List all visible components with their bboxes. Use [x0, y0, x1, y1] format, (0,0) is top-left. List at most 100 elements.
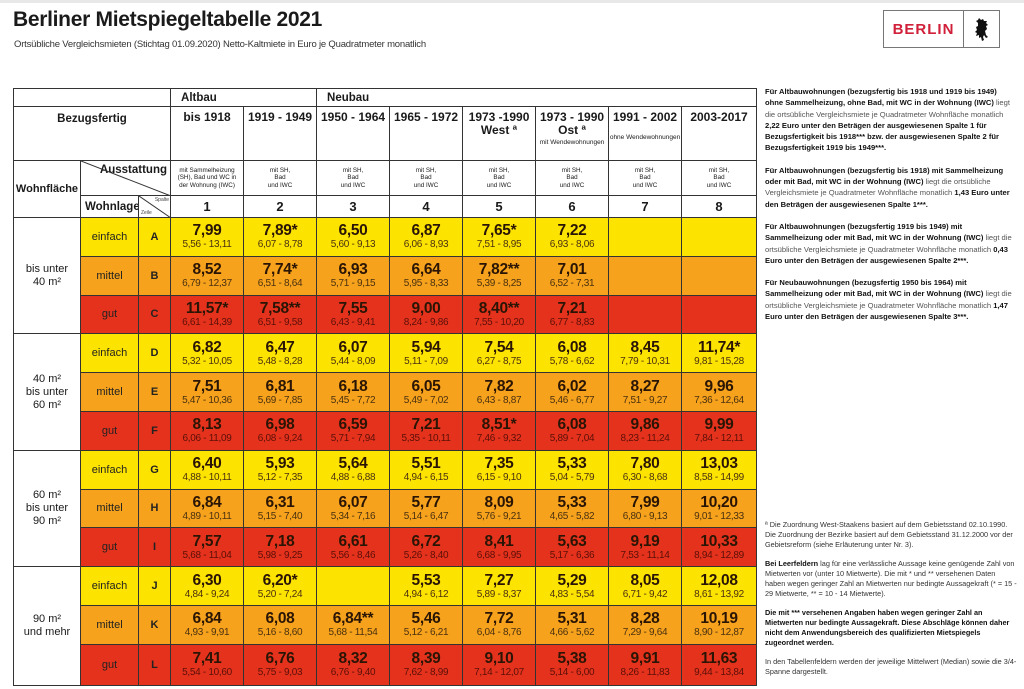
median-value: 6,61 [338, 532, 368, 550]
wohnlage-gut: gut [80, 643, 139, 686]
rent-cell: 7,58** 6,51 - 9,58 [243, 294, 318, 335]
wohnlage-mittel: mittel [80, 255, 139, 296]
wohnlage-text: mittel [96, 618, 123, 631]
rent-cell: 5,53 4,94 - 6,12 [389, 566, 464, 606]
header-year-4: 1965 - 1972 [389, 106, 464, 161]
header-wohnlage: Wohnlage [80, 195, 139, 218]
rent-cell: 7,21 5,35 - 10,11 [389, 410, 464, 451]
range-value: 9,44 - 13,84 [694, 667, 744, 679]
rent-cell: 9,91 8,26 - 11,83 [608, 643, 683, 686]
median-value: 5,64 [338, 455, 368, 473]
median-value: 7,58** [259, 299, 301, 317]
note-text: Bei Leerfeldern [765, 559, 819, 568]
table-row-f: gut F 8,13 6,06 - 11,09 6,98 6,08 - 9,24 6,59 5… [14, 410, 758, 451]
range-value: 6,06 - 11,09 [182, 433, 232, 445]
header-row-years: Bezugsfertig bis 1918 1919 - 1949 1950 - 19… [12, 106, 758, 161]
header-row-equipment: Wohnfläche Ausstattung mit Sammelheizung (S… [13, 160, 758, 218]
rent-cell: 7,22 6,93 - 8,06 [535, 217, 610, 257]
range-value: 6,07 - 8,78 [257, 239, 303, 251]
median-value: 7,82** [478, 261, 520, 279]
range-value: 8,58 - 14,99 [694, 472, 744, 484]
rent-cell: 8,27 7,51 - 9,27 [608, 372, 683, 412]
range-value: 4,66 - 5,62 [549, 627, 595, 639]
median-value: 9,96 [704, 377, 734, 395]
rent-cell: 9,86 8,23 - 11,24 [608, 410, 683, 451]
range-value: 7,62 - 8,99 [403, 667, 449, 679]
size-label-line: und mehr [23, 625, 71, 638]
range-value: 5,45 - 7,72 [330, 394, 376, 406]
range-value: 7,36 - 12,64 [694, 394, 744, 406]
median-value: 11,63 [700, 650, 738, 668]
median-value: 5,33 [557, 455, 587, 473]
top-border [0, 0, 1024, 3]
header-blank [12, 88, 172, 107]
range-value: 5,11 - 7,09 [404, 355, 448, 367]
year-label: 1973 - 1990 [539, 110, 605, 124]
range-value: 5,71 - 9,15 [330, 278, 376, 290]
median-value: 8,28 [630, 610, 660, 628]
rent-cell: 11,63 9,44 - 13,84 [681, 643, 758, 686]
note-text: ª Die Zuordnung West-Staakens basiert au… [765, 520, 1013, 549]
rent-cell: 12,08 8,61 - 13,92 [681, 566, 758, 606]
empty-cell [608, 255, 683, 296]
table-row-j: 90 m² und mehr einfach J 6,30 4,84 - 9,24 6,20… [13, 566, 758, 686]
median-value: 11,57* [185, 299, 229, 317]
rent-cell: 6,02 5,46 - 6,77 [535, 372, 610, 412]
header-equipment-2: mit SH, Bad und IWC [243, 160, 318, 196]
range-value: 4,94 - 6,15 [403, 472, 449, 484]
rent-cell: 5,33 4,65 - 5,82 [535, 488, 610, 529]
zeile-label: Zeile [141, 210, 152, 216]
range-value: 5,16 - 8,60 [257, 627, 303, 639]
median-value: 10,19 [700, 610, 738, 628]
header-row-numbers: Wohnlage Spalte Zeile 1 2 3 4 5 6 7 8 [14, 195, 758, 218]
range-value: 5,75 - 9,03 [257, 667, 303, 679]
equipment-text: mit Sammelheizung [179, 166, 235, 174]
wohnlage-einfach: einfach [80, 217, 139, 257]
median-value: 5,33 [557, 493, 587, 511]
table-row-b: mittel B 8,52 6,79 - 12,37 7,74* 6,51 - 8,64 6… [14, 255, 758, 296]
median-value: 9,00 [411, 299, 441, 317]
footnote-paragraph: Die mit *** versehenen Angaben haben weg… [765, 608, 1017, 648]
range-value: 6,43 - 9,41 [330, 316, 376, 328]
footnote-paragraph: Bei Leerfeldern lag für eine verlässlich… [765, 559, 1017, 599]
row-letter: I [137, 527, 172, 568]
median-value: 8,27 [630, 377, 660, 395]
median-value: 7,55 [338, 299, 368, 317]
column-number: 2 [276, 199, 284, 214]
header-equipment-5: mit SH, Bad und IWC [462, 160, 537, 196]
bezugsfertig-label: Bezugsfertig [57, 113, 127, 125]
header-equipment-7: mit SH, Bad und IWC [608, 160, 683, 196]
row-letter-text: A [150, 230, 159, 243]
range-value: 5,39 - 8,25 [476, 278, 522, 290]
berlin-bear-icon [964, 11, 999, 47]
column-number-4: 4 [389, 195, 464, 218]
rent-cell: 8,52 6,79 - 12,37 [170, 255, 245, 296]
range-value: 5,47 - 10,36 [182, 394, 232, 406]
range-value: 4,93 - 9,91 [184, 627, 230, 639]
range-value: 5,32 - 10,05 [182, 355, 232, 367]
year-region-label: West ª [480, 123, 518, 137]
median-value: 8,39 [411, 650, 441, 668]
size-label-line: 90 m² [32, 612, 62, 625]
range-value: 6,51 - 9,58 [257, 316, 303, 328]
row-letter-text: K [150, 618, 159, 631]
column-number: 5 [495, 199, 503, 214]
year-sub-label: mit Wendewohnungen [539, 139, 605, 146]
median-value: 5,31 [557, 610, 587, 628]
size-group-1: bis unter 40 m² [13, 216, 81, 335]
range-value: 8,94 - 12,89 [694, 549, 744, 561]
rent-cell: 6,72 5,26 - 8,40 [389, 527, 464, 568]
median-value: 7,01 [557, 261, 587, 279]
rent-cell: 5,29 4,83 - 5,54 [535, 566, 610, 606]
range-value: 7,14 - 12,07 [474, 667, 524, 679]
range-value: 5,49 - 7,02 [403, 394, 449, 406]
equipment-text: und IWC [486, 181, 512, 189]
rent-cell: 6,47 5,48 - 8,28 [243, 333, 318, 374]
median-value: 7,80 [630, 455, 660, 473]
year-label: 1919 - 1949 [247, 110, 313, 124]
header-equipment-1: mit Sammelheizung (SH), Bad und WC in der … [170, 160, 245, 196]
berlin-logo: BERLIN [883, 10, 1000, 48]
rent-cell: 9,99 7,84 - 12,11 [681, 410, 758, 451]
rent-cell: 7,35 6,15 - 9,10 [462, 449, 537, 490]
range-value: 5,95 - 8,33 [403, 278, 449, 290]
